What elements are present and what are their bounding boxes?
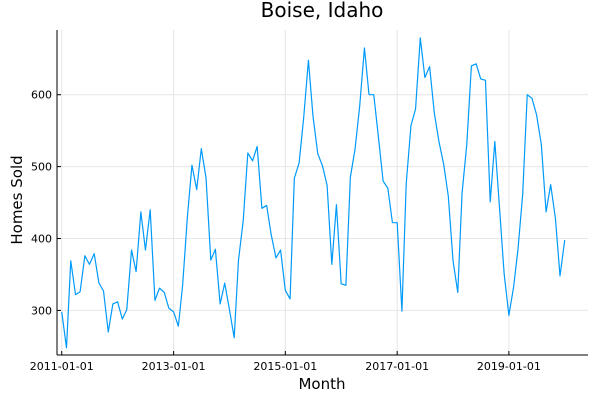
y-tick-label: 500: [31, 161, 52, 174]
y-tick-label: 600: [31, 89, 52, 102]
chart-title: Boise, Idaho: [261, 0, 384, 22]
y-tick-label: 300: [31, 304, 52, 317]
x-tick-label: 2013-01-01: [142, 360, 206, 373]
y-tick-label: 400: [31, 233, 52, 246]
x-tick-label: 2015-01-01: [253, 360, 317, 373]
y-axis-label: Homes Sold: [8, 155, 26, 244]
grid-lines: [57, 30, 588, 355]
x-tick-label: 2011-01-01: [30, 360, 94, 373]
tick-labels: 2011-01-01 2013-01-01 2015-01-01 2017-01-01…: [30, 89, 541, 373]
axes: [56, 30, 588, 356]
series-layer: [61, 37, 566, 349]
series-line: [61, 37, 566, 349]
x-axis-label: Month: [298, 375, 345, 393]
x-tick-label: 2019-01-01: [477, 360, 541, 373]
x-tick-label: 2017-01-01: [365, 360, 429, 373]
